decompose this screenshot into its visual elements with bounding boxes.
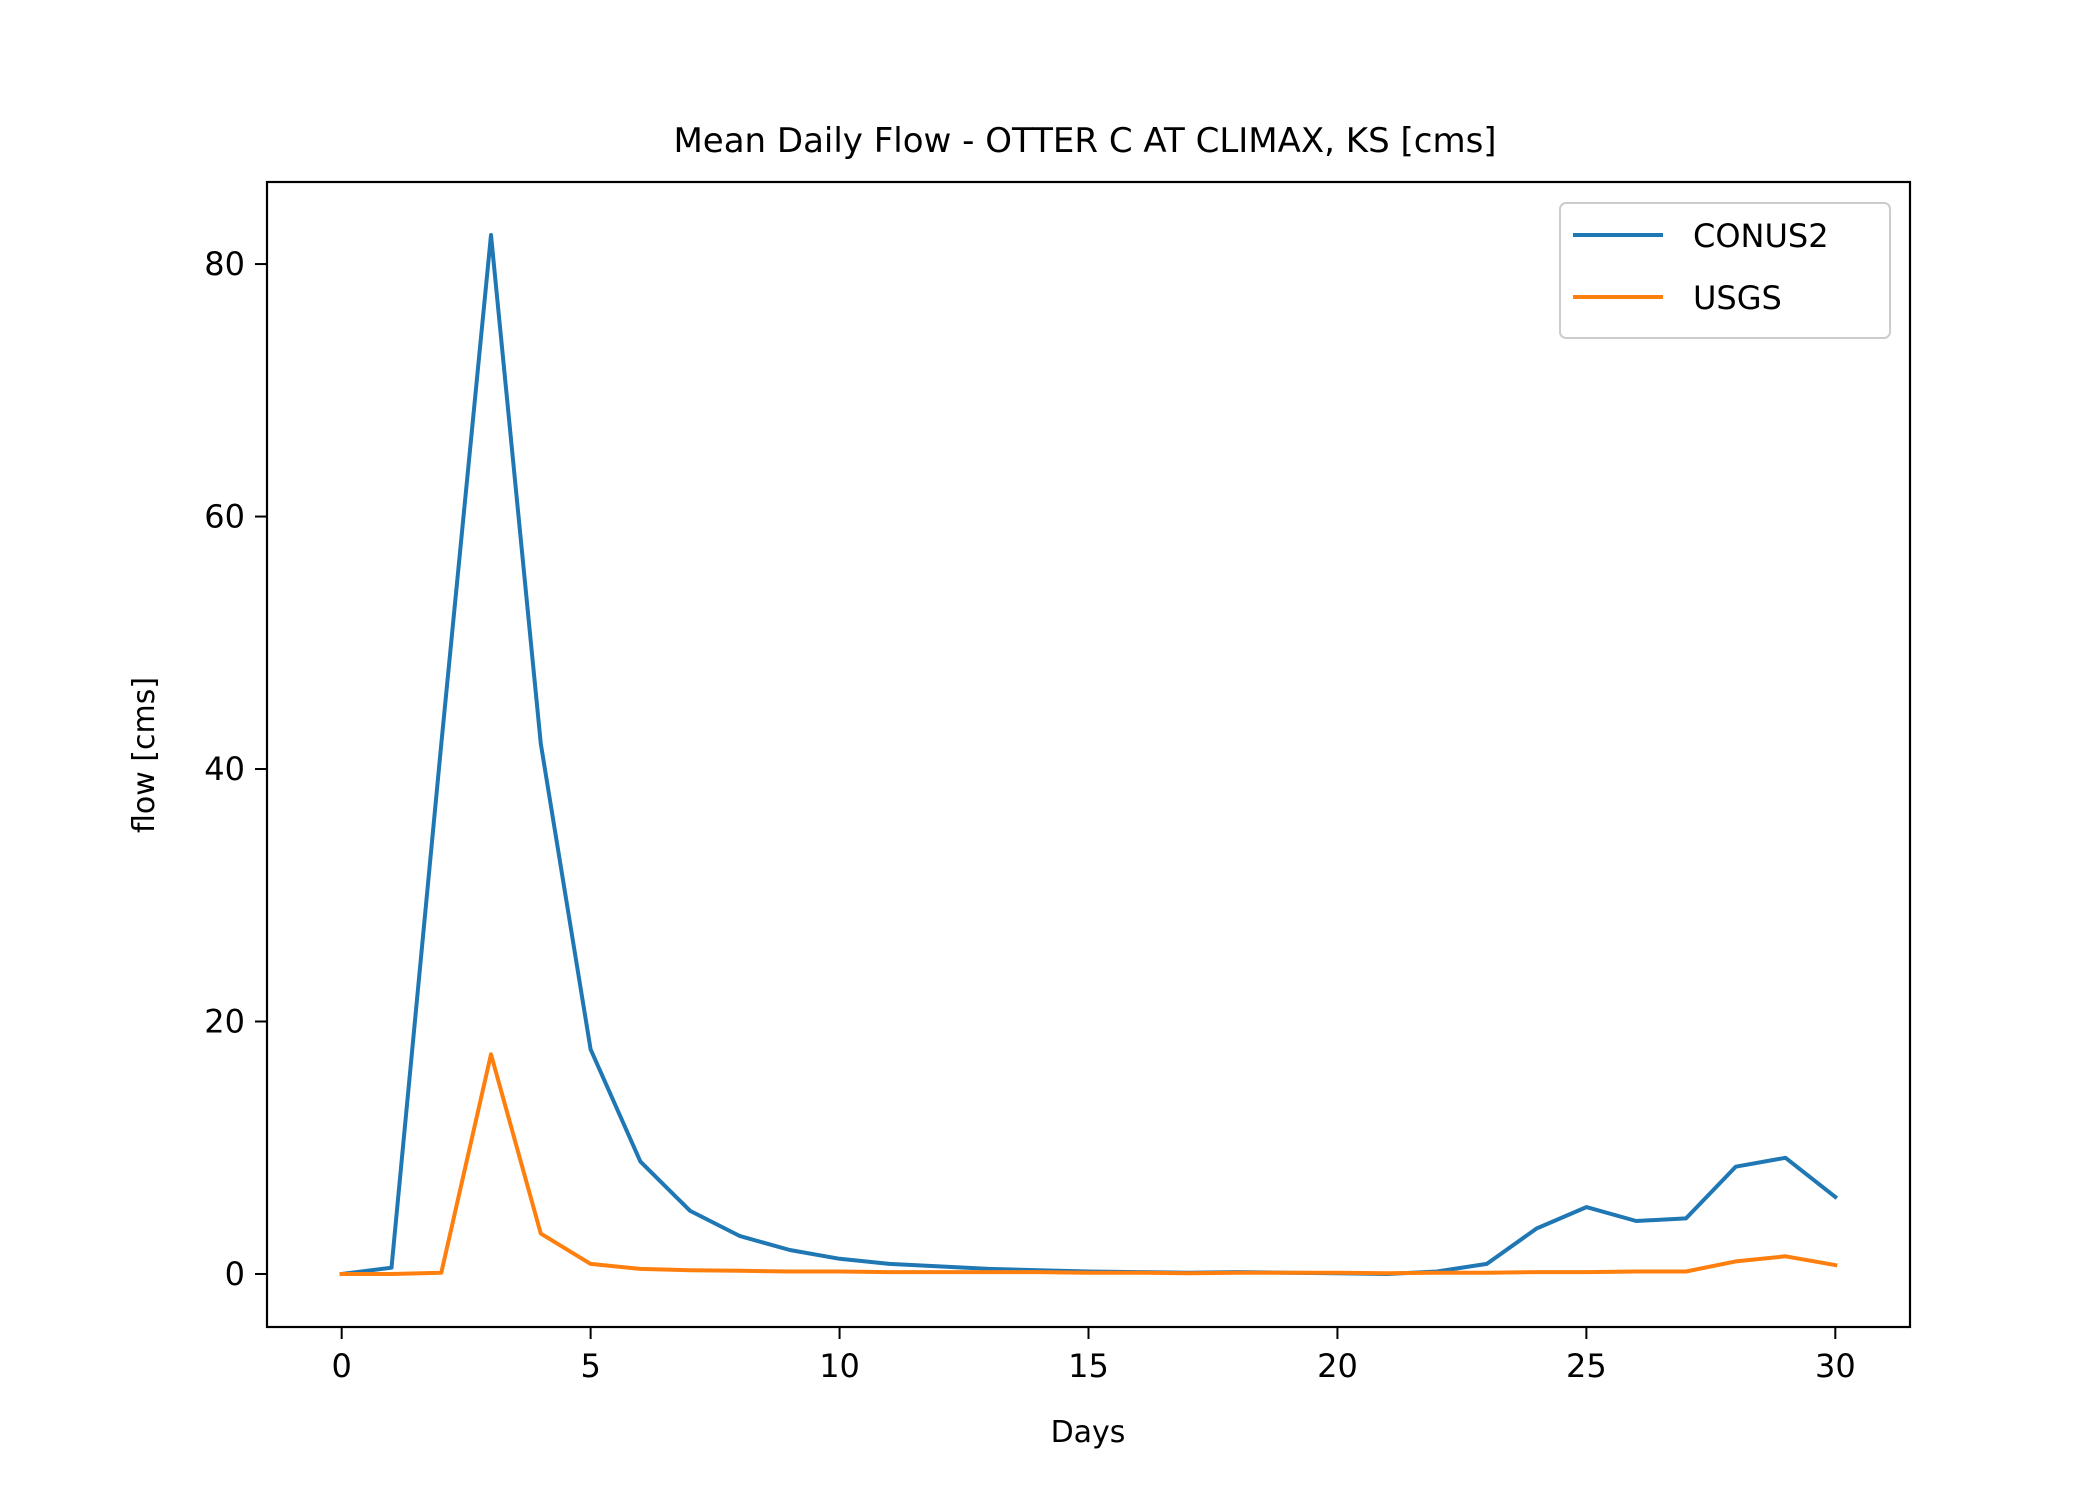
- legend-label-usgs: USGS: [1693, 279, 1782, 317]
- y-tick-label: 0: [225, 1255, 245, 1293]
- x-tick-label: 5: [580, 1347, 600, 1385]
- y-tick-label: 80: [204, 245, 245, 283]
- legend: CONUS2 USGS: [1559, 202, 1891, 339]
- x-tick-label: 15: [1068, 1347, 1109, 1385]
- y-axis-ticks: 0 20 40 60 80: [204, 245, 267, 1293]
- y-tick-label: 40: [204, 750, 245, 788]
- legend-label-conus2: CONUS2: [1693, 217, 1829, 255]
- x-tick-label: 0: [332, 1347, 352, 1385]
- chart-title: Mean Daily Flow - OTTER C AT CLIMAX, KS …: [673, 121, 1496, 161]
- x-tick-label: 20: [1317, 1347, 1358, 1385]
- x-axis-label: Days: [1051, 1415, 1126, 1450]
- y-axis-label: flow [cms]: [127, 677, 162, 833]
- x-tick-label: 25: [1566, 1347, 1607, 1385]
- x-tick-label: 30: [1815, 1347, 1856, 1385]
- y-tick-label: 20: [204, 1002, 245, 1040]
- series-line-usgs: [339, 1052, 1838, 1276]
- series-layer: [339, 233, 1839, 1277]
- x-axis-ticks: 0 5 10 15 20 25 30: [332, 1327, 1856, 1385]
- y-tick-label: 60: [204, 498, 245, 536]
- x-tick-label: 10: [819, 1347, 860, 1385]
